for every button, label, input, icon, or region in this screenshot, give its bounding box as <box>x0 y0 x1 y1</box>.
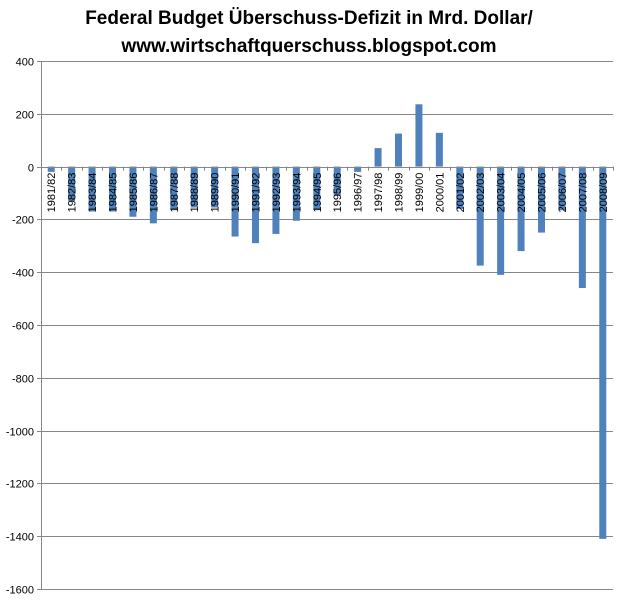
x-tick-label: 2005/06 <box>537 173 549 213</box>
x-tick-label: 1994/95 <box>312 173 324 213</box>
chart-title-line-1: Federal Budget Überschuss-Defizit in Mrd… <box>85 8 533 29</box>
x-tick-label: 1983/84 <box>87 173 99 213</box>
bar-2007-08 <box>578 166 586 289</box>
bar-1981-82 <box>47 166 55 172</box>
y-tick-label: 400 <box>16 57 34 69</box>
bar-2008-09 <box>599 166 607 539</box>
x-tick-label: 2003/04 <box>496 173 508 213</box>
y-tick-label: -1400 <box>6 532 34 544</box>
x-tick-label: 2007/08 <box>577 173 589 213</box>
y-tick-label: -1200 <box>6 479 34 491</box>
bar-series <box>47 104 607 539</box>
x-tick-label: 1985/86 <box>128 173 140 213</box>
x-tick-label: 1987/88 <box>169 173 181 213</box>
bar-1985-86 <box>129 166 137 217</box>
bar-1990-91 <box>231 166 239 237</box>
x-tick-label: 1998/99 <box>394 173 406 213</box>
x-tick-label: 1995/96 <box>332 173 344 213</box>
bar-2000-01 <box>435 132 443 167</box>
x-tick-label: 1999/00 <box>414 173 426 213</box>
bar-2002-03 <box>476 166 484 266</box>
bar-2003-04 <box>497 166 505 275</box>
bar-1999-00 <box>415 104 423 167</box>
x-tick-label: 2004/05 <box>516 173 528 213</box>
chart-title: Federal Budget Überschuss-Defizit in Mrd… <box>85 8 533 57</box>
x-tick-label: 2002/03 <box>475 173 487 213</box>
bar-1984-85 <box>109 166 116 212</box>
x-tick-label: 1981/82 <box>46 173 58 213</box>
x-tick-label: 1982/83 <box>67 173 79 213</box>
x-tick-label: 2000/01 <box>434 173 446 213</box>
y-tick-label: 200 <box>16 110 34 122</box>
bar-1991-92 <box>252 166 259 244</box>
x-tick-label: 1984/85 <box>108 173 120 213</box>
x-tick-label: 1989/90 <box>210 173 222 213</box>
bar-1992-93 <box>272 166 280 234</box>
y-tick-label: 0 <box>28 163 34 175</box>
bar-1982-83 <box>68 166 76 201</box>
plot-area: 400 200 0 -200 -400 -600 -800 -1000 -1200 -1400 -1… <box>6 57 614 597</box>
x-tick-label: 1991/92 <box>251 173 263 213</box>
bar-2006-07 <box>558 166 566 211</box>
x-tick-label: 1992/93 <box>271 173 283 213</box>
x-tick-label: 1988/89 <box>189 173 201 213</box>
x-tick-label: 1996/97 <box>353 173 365 213</box>
bar-1986-87 <box>149 166 157 224</box>
bar-1988-89 <box>190 166 198 208</box>
bar-1993-94 <box>292 166 300 221</box>
y-tick-label: -1600 <box>6 585 34 597</box>
x-tick-label: 2008/09 <box>598 173 610 213</box>
bar-1998-99 <box>395 133 402 167</box>
y-tick-label: -200 <box>12 215 34 227</box>
x-tick-label: 1986/87 <box>148 173 160 213</box>
bar-2005-06 <box>538 166 545 233</box>
bar-1987-88 <box>170 166 178 211</box>
bar-1983-84 <box>88 166 96 212</box>
bar-1996-97 <box>354 166 362 172</box>
bar-1994-95 <box>313 166 321 211</box>
x-tick-label: 1997/98 <box>373 173 385 213</box>
bar-2001-02 <box>456 166 464 209</box>
bar-1997-98 <box>374 148 382 167</box>
x-tick-label: 1993/94 <box>291 173 303 213</box>
y-tick-label: -1000 <box>6 427 34 439</box>
y-tick-label: -800 <box>12 374 34 386</box>
bar-1989-90 <box>211 166 219 208</box>
y-tick-label: -400 <box>12 268 34 280</box>
chart-title-line-2: www.wirtschaftquerschuss.blogspot.com <box>120 36 496 57</box>
x-tick-label: 2006/07 <box>557 173 569 213</box>
x-tick-label: 1990/91 <box>230 173 242 213</box>
x-tick-label: 2001/02 <box>455 173 467 213</box>
bar-2004-05 <box>517 166 525 252</box>
y-tick-label: -600 <box>12 321 34 333</box>
bar-1995-96 <box>333 166 341 196</box>
